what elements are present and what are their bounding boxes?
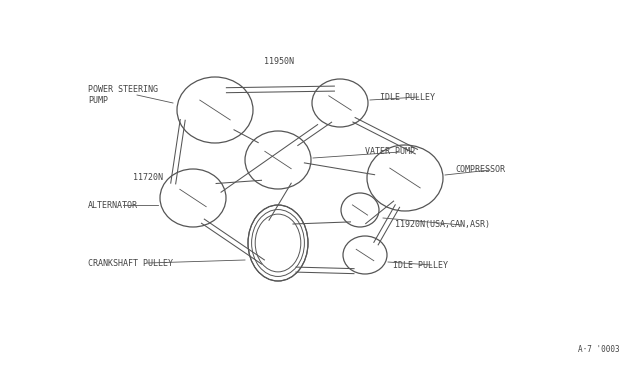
Text: 11720N: 11720N [133,173,163,183]
Text: A·7 '0003: A·7 '0003 [579,345,620,354]
Text: COMPRESSOR: COMPRESSOR [455,166,505,174]
Text: 11950N: 11950N [264,58,294,67]
Text: CRANKSHAFT PULLEY: CRANKSHAFT PULLEY [88,259,173,267]
Text: VATER PUMP: VATER PUMP [365,148,415,157]
Text: IDLE PULLEY: IDLE PULLEY [393,260,448,269]
Text: POWER STEERING
PUMP: POWER STEERING PUMP [88,85,158,105]
Text: IDLE PULLEY: IDLE PULLEY [380,93,435,102]
Text: 11920N(USA,CAN,ASR): 11920N(USA,CAN,ASR) [395,221,490,230]
Text: ALTERNATOR: ALTERNATOR [88,201,138,209]
